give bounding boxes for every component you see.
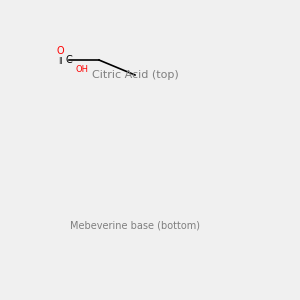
Text: Citric Acid (top): Citric Acid (top) xyxy=(92,70,178,80)
Text: OH: OH xyxy=(75,64,88,74)
Text: O: O xyxy=(56,46,64,56)
Text: Mebeverine base (bottom): Mebeverine base (bottom) xyxy=(70,220,200,230)
Text: C: C xyxy=(66,55,72,65)
Text: ‖: ‖ xyxy=(58,56,62,64)
